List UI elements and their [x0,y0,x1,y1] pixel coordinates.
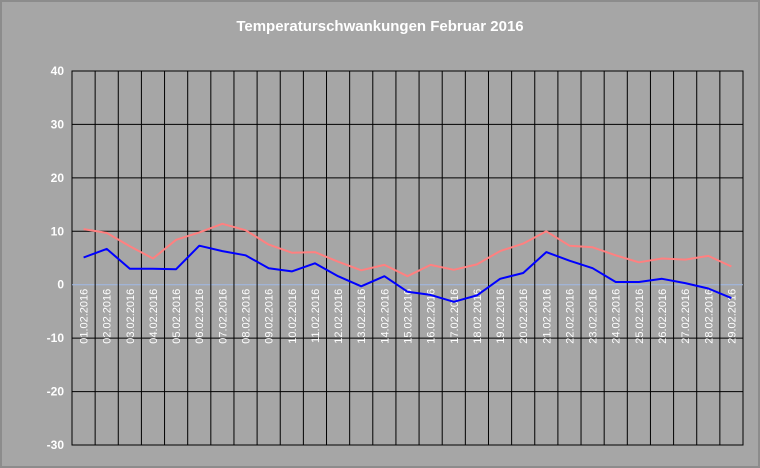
y-tick-label: -20 [47,385,65,399]
x-tick-label: 22.02.2016 [564,289,576,344]
x-tick-label: 27.02.2016 [680,289,692,344]
series-lines [83,222,732,303]
y-tick-label: 40 [51,64,65,78]
x-tick-label: 24.02.2016 [611,289,623,344]
x-tick-label: 11.02.2016 [310,289,322,343]
x-tick-label: 03.02.2016 [125,289,137,344]
x-tick-label: 14.02.2016 [379,289,391,344]
series-line-1 [83,222,732,278]
x-tick-label: 05.02.2016 [171,289,183,344]
x-tick-label: 17.02.2016 [449,289,461,344]
y-tick-label: 20 [51,171,65,185]
x-tick-label: 29.02.2016 [726,289,738,344]
x-tick-label: 08.02.2016 [241,289,253,344]
x-tick-label: 06.02.2016 [194,289,206,344]
x-tick-label: 26.02.2016 [657,289,669,344]
chart-title: Temperaturschwankungen Februar 2016 [236,18,524,35]
y-axis-ticks: 40 30 20 10 0 -10 -20 -30 [47,64,65,452]
x-tick-label: 16.02.2016 [426,289,438,344]
plot-border [71,70,744,446]
x-tick-label: 19.02.2016 [495,289,507,344]
x-tick-label: 15.02.2016 [403,289,415,344]
x-tick-label: 01.02.2016 [79,289,91,344]
y-tick-label: 10 [51,224,65,238]
x-tick-label: 13.02.2016 [356,289,368,344]
x-tick-label: 25.02.2016 [634,289,646,344]
x-tick-label: 02.02.2016 [102,289,114,344]
y-tick-label: 0 [57,278,64,292]
x-tick-label: 09.02.2016 [264,289,276,344]
y-tick-label: -10 [47,331,65,345]
x-tick-label: 12.02.2016 [333,289,345,344]
x-tick-label: 07.02.2016 [217,289,229,344]
series-line-2 [83,244,732,303]
x-tick-label: 21.02.2016 [541,289,553,344]
x-tick-label: 20.02.2016 [518,289,530,344]
y-tick-label: 30 [51,117,65,131]
x-tick-label: 23.02.2016 [588,289,600,344]
x-axis-ticks: 01.02.2016 02.02.2016 03.02.2016 04.02.2016… [79,289,739,344]
grid [71,70,744,446]
x-tick-label: 10.02.2016 [287,289,299,344]
x-tick-label: 04.02.2016 [148,289,160,344]
x-tick-label: 18.02.2016 [472,289,484,344]
x-tick-label: 28.02.2016 [703,289,715,344]
y-tick-label: -30 [47,438,65,452]
